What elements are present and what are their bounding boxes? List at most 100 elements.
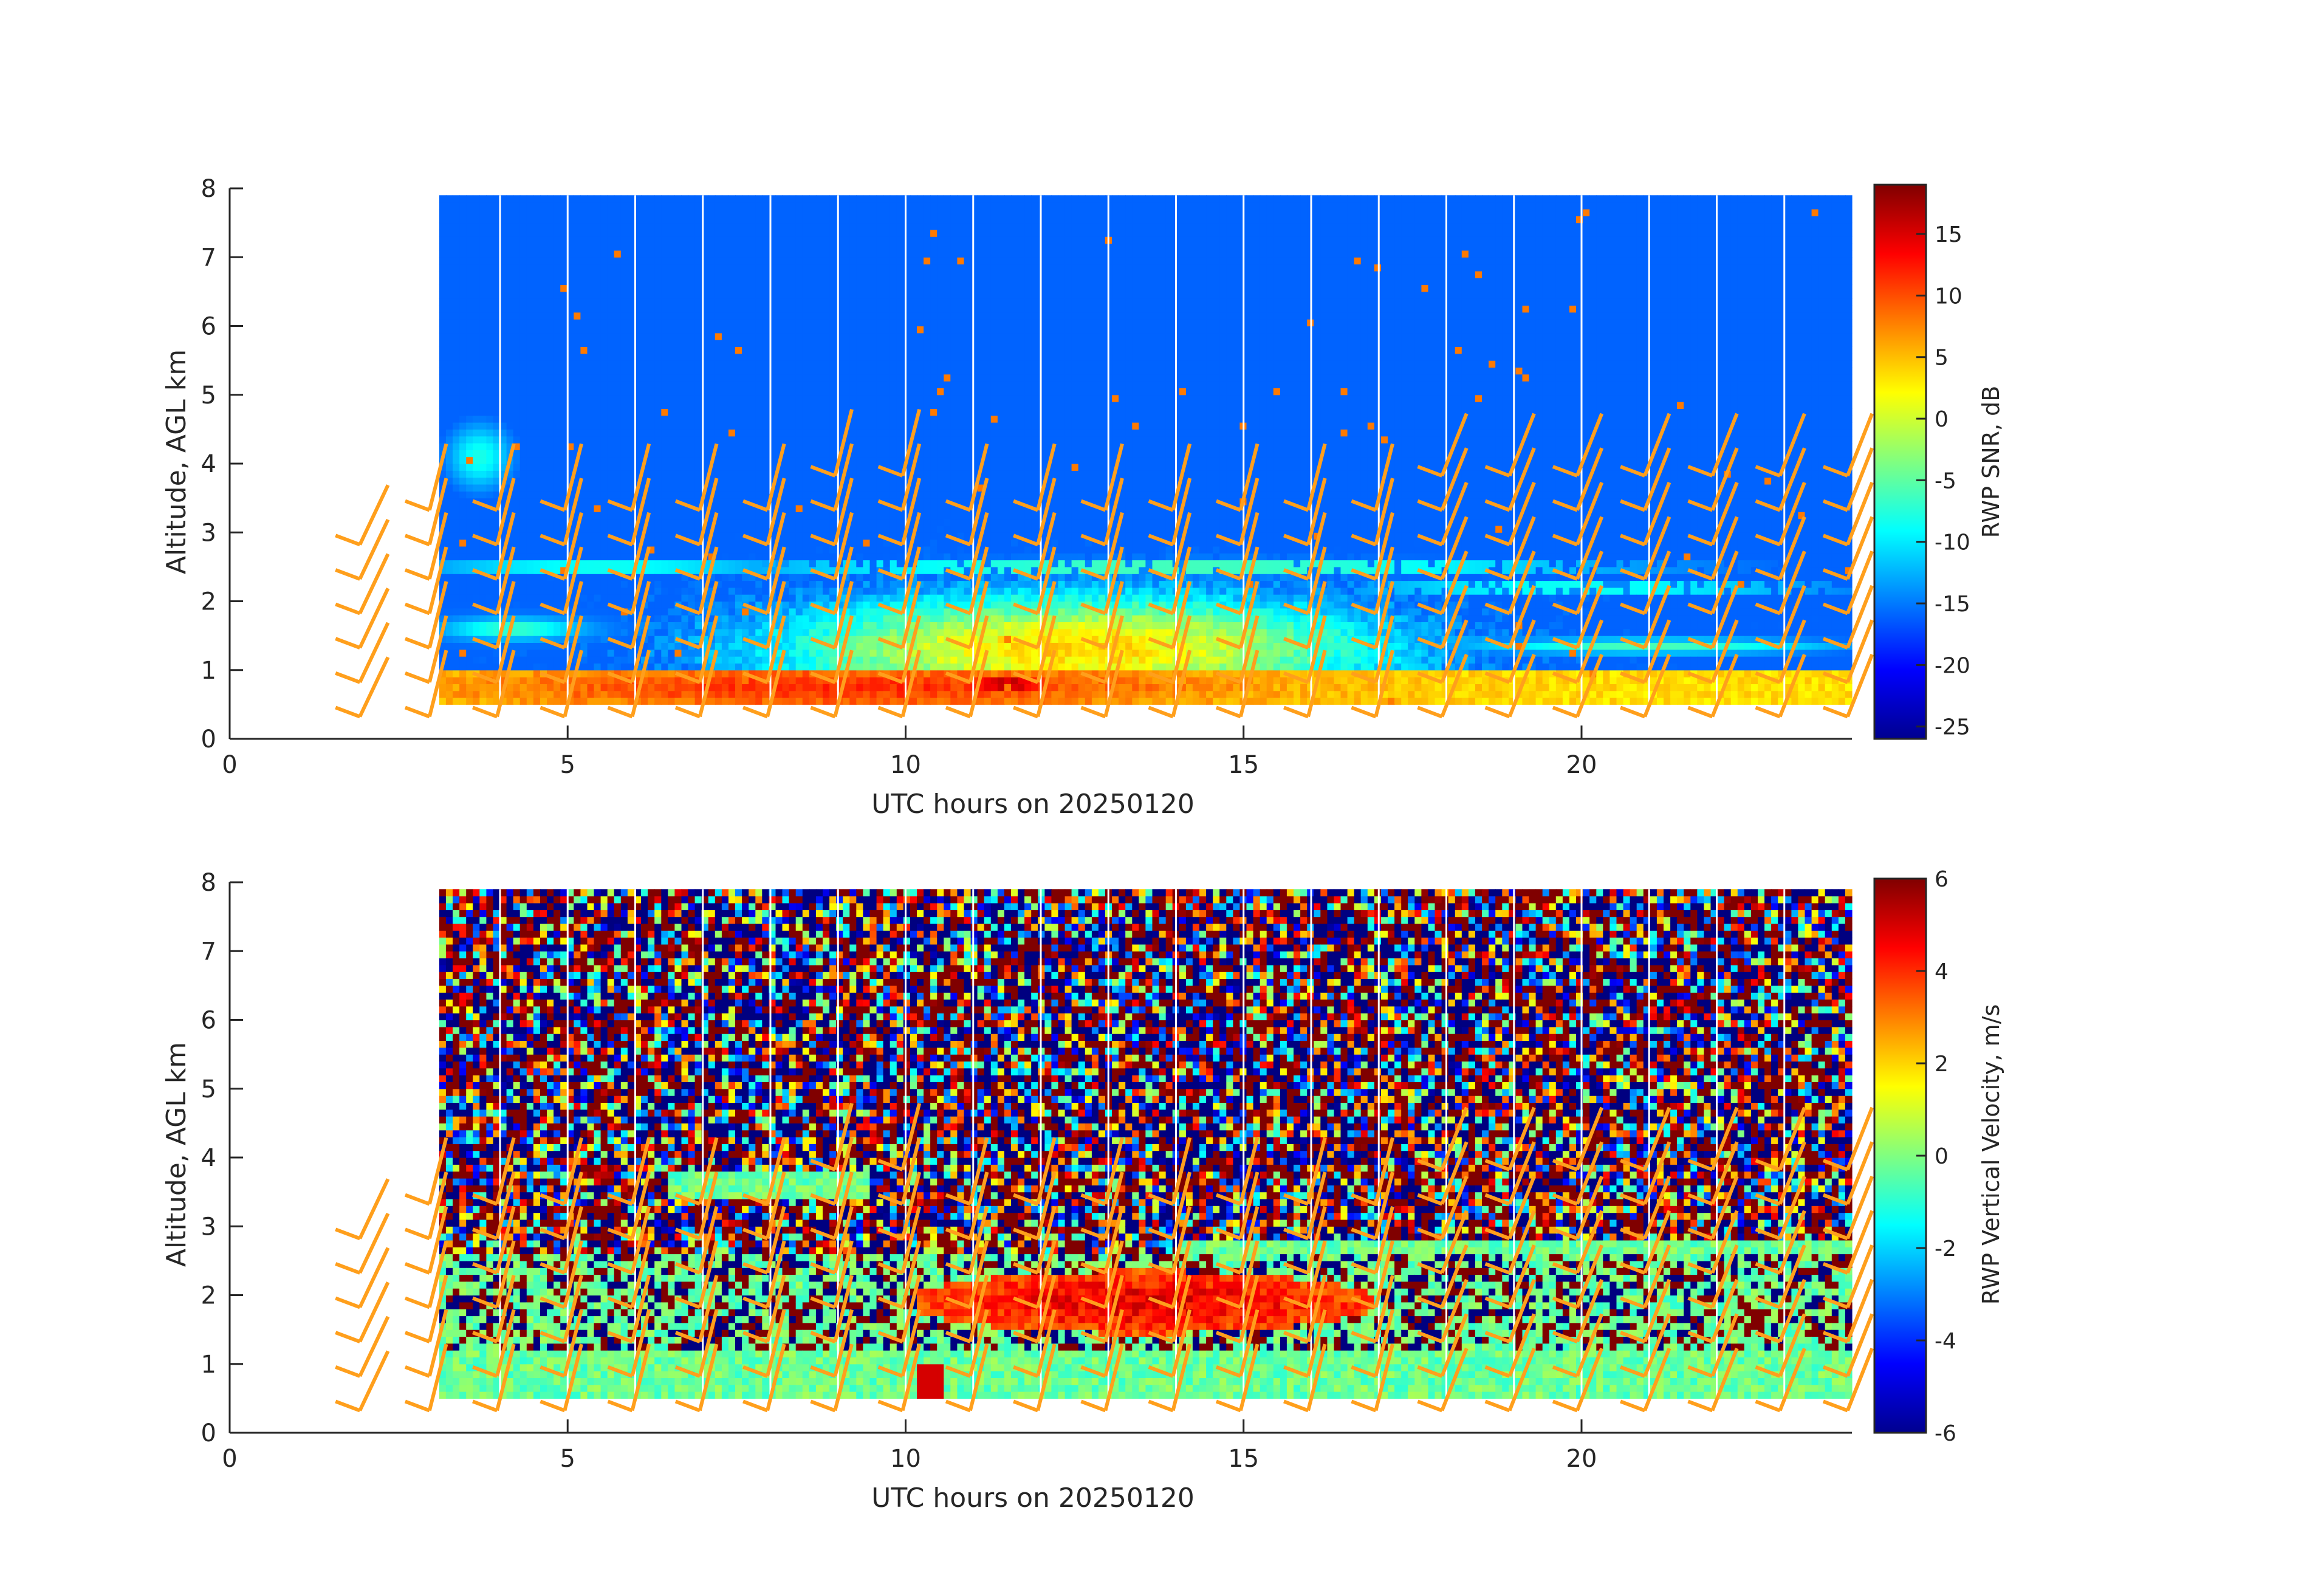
heatmap-cell	[580, 306, 588, 313]
heatmap-cell	[755, 691, 763, 698]
heatmap-cell	[533, 478, 541, 485]
heatmap-cell	[735, 629, 742, 636]
heatmap-cell	[877, 588, 884, 595]
heatmap-cell	[608, 615, 615, 622]
heatmap-cell	[527, 347, 534, 354]
heatmap-cell	[674, 505, 682, 512]
heatmap-cell	[648, 643, 655, 650]
heatmap-cell	[513, 326, 521, 334]
heatmap-cell	[728, 491, 736, 498]
heatmap-cell	[715, 436, 722, 444]
heatmap-cell	[614, 195, 622, 202]
heatmap-cell	[594, 615, 602, 622]
heatmap-cell	[674, 608, 682, 616]
heatmap-cell	[513, 464, 521, 471]
heatmap-cell	[628, 312, 635, 320]
heatmap-cell	[540, 395, 547, 402]
heatmap-cell	[823, 402, 830, 409]
heatmap-cell	[762, 209, 769, 216]
heatmap-cell	[554, 560, 561, 568]
heatmap-cell	[493, 236, 501, 244]
heatmap-cell	[527, 395, 534, 402]
heatmap-cell	[856, 367, 863, 374]
heatmap-cell	[728, 195, 736, 202]
heatmap-cell	[459, 629, 467, 636]
heatmap-cell	[829, 450, 837, 457]
heatmap-cell	[668, 670, 675, 677]
heatmap-cell	[722, 519, 729, 526]
heatmap-cell	[601, 540, 608, 547]
heatmap-cell	[661, 367, 668, 374]
heatmap-cell	[513, 388, 521, 395]
heatmap-cell	[459, 202, 467, 210]
heatmap-cell	[870, 408, 877, 416]
heatmap-cell	[507, 360, 514, 368]
heatmap-cell	[486, 615, 493, 622]
heatmap-cell	[473, 264, 480, 272]
heatmap-cell	[661, 608, 668, 616]
heatmap-cell	[823, 650, 830, 657]
heatmap-cell	[547, 553, 554, 560]
heatmap-cell	[735, 656, 742, 664]
heatmap-cell	[796, 560, 803, 568]
heatmap-cell	[722, 250, 729, 258]
heatmap-cell	[654, 464, 662, 471]
heatmap-cell	[877, 354, 884, 361]
heatmap-cell	[574, 367, 581, 374]
heatmap-cell	[601, 470, 608, 478]
heatmap-cell	[661, 698, 668, 705]
heatmap-cell	[560, 236, 567, 244]
heatmap-cell	[735, 532, 742, 540]
heatmap-cell	[749, 257, 756, 264]
heatmap-cell	[856, 602, 863, 609]
heatmap-cell	[749, 285, 756, 292]
heatmap-cell	[601, 216, 608, 223]
heatmap-cell	[668, 257, 675, 264]
heatmap-cell	[507, 271, 514, 278]
heatmap-cell	[588, 602, 595, 609]
heatmap-cell	[466, 560, 473, 568]
heatmap-cell	[823, 629, 830, 636]
heatmap-cell	[863, 202, 870, 210]
heatmap-cell	[520, 588, 527, 595]
heatmap-cell	[648, 319, 655, 326]
heatmap-cell	[735, 698, 742, 705]
heatmap-cell	[877, 574, 884, 581]
heatmap-cell	[594, 505, 602, 512]
heatmap-cell	[688, 271, 696, 278]
heatmap-cell	[513, 236, 521, 244]
heatmap-cell	[722, 629, 729, 636]
heatmap-cell	[513, 367, 521, 374]
heatmap-cell	[755, 395, 763, 402]
heatmap-cell	[849, 491, 857, 498]
heatmap-cell	[453, 567, 460, 574]
heatmap-cell	[446, 347, 453, 354]
heatmap-cell	[789, 436, 797, 444]
heatmap-cell	[877, 223, 884, 230]
heatmap-cell	[608, 512, 615, 519]
heatmap-cell	[621, 629, 628, 636]
heatmap-cell	[755, 470, 763, 478]
heatmap-cell	[668, 236, 675, 244]
heatmap-cell	[594, 457, 602, 464]
heatmap-cell	[816, 656, 823, 664]
heatmap-cell	[654, 650, 662, 657]
heatmap-cell	[742, 416, 749, 423]
heatmap-cell	[513, 656, 521, 664]
heatmap-cell	[749, 408, 756, 416]
heatmap-cell	[493, 306, 501, 313]
heatmap-cell	[560, 457, 567, 464]
heatmap-cell	[628, 457, 635, 464]
heatmap-cell	[809, 381, 817, 388]
heatmap-cell	[453, 374, 460, 382]
heatmap-cell	[796, 250, 803, 258]
heatmap-cell	[829, 230, 837, 237]
heatmap-cell	[486, 271, 493, 278]
heatmap-cell	[547, 457, 554, 464]
heatmap-cell	[560, 340, 567, 347]
heatmap-cell	[466, 450, 473, 457]
heatmap-cell	[486, 581, 493, 588]
heatmap-cell	[682, 250, 689, 258]
heatmap-cell	[803, 650, 810, 657]
heatmap-cell	[459, 698, 467, 705]
